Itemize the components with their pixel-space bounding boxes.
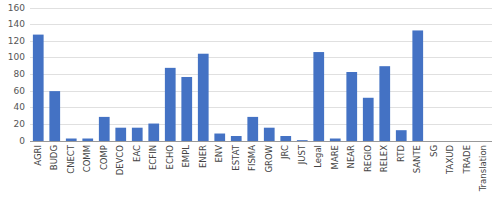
x-tick-label: TRADE (462, 145, 472, 174)
x-tick-label: RELEX (379, 145, 389, 172)
bar (280, 136, 291, 141)
bar (412, 30, 423, 141)
bar (99, 117, 110, 141)
x-tick-label: COMP (99, 145, 109, 170)
x-axis-line (30, 141, 492, 142)
x-axis: AGRI BUDG CNECT COMM COMP DEVCO EAC ECFIN ECHO EM… (33, 144, 489, 192)
x-tick-label: ENV (214, 145, 224, 163)
x-tick-label: BUDG (49, 145, 59, 170)
bar (148, 124, 159, 141)
x-tick-label: TAXUD (445, 145, 455, 175)
bar (33, 35, 44, 141)
bar-chart: 0 20 40 60 80 100 120 140 160 AGRI BUDG CNECT COMM CO… (0, 0, 500, 199)
bar (49, 91, 60, 141)
x-tick-label: COMM (82, 145, 92, 172)
x-tick-label: ENER (198, 145, 208, 168)
grid-line (30, 24, 492, 25)
x-tick-label: NEAR (346, 145, 356, 169)
bar (165, 68, 176, 141)
grid-line (30, 141, 492, 142)
bar (231, 136, 242, 141)
x-tick-label: GROW (264, 144, 274, 172)
x-tick-label: EAC (132, 145, 142, 162)
x-tick-label: RTD (396, 145, 406, 162)
bar (346, 72, 357, 141)
bar (247, 117, 258, 141)
y-tick-label: 160 (8, 3, 25, 13)
bar (313, 52, 324, 141)
y-tick-label: 80 (14, 69, 26, 79)
x-tick-label: CNECT (66, 144, 76, 174)
bar (214, 134, 225, 141)
y-tick-label: 0 (19, 136, 25, 146)
x-tick-label: MARE (330, 145, 340, 169)
y-tick-label: 20 (14, 119, 26, 129)
x-tick-label: DEVCO (115, 145, 125, 176)
bar (379, 66, 390, 141)
y-tick-label: 40 (14, 102, 26, 112)
x-tick-label: ECFIN (148, 145, 158, 170)
chart-container: 0 20 40 60 80 100 120 140 160 AGRI BUDG CNECT COMM CO… (0, 0, 500, 199)
x-tick-label: EMPL (181, 145, 191, 168)
y-grid (30, 8, 492, 141)
y-tick-label: 120 (8, 36, 25, 46)
x-tick-label: SANTE (412, 145, 422, 173)
x-tick-label: Legal (313, 145, 323, 168)
y-axis: 0 20 40 60 80 100 120 140 160 (8, 3, 25, 146)
x-tick-label: FISMA (247, 145, 257, 171)
bar (264, 128, 275, 141)
x-tick-label: ESTAT (231, 144, 241, 170)
x-tick-label: JUST (297, 144, 307, 165)
x-tick-label: Translation (478, 145, 488, 192)
bar (181, 77, 192, 141)
y-tick-label: 100 (8, 52, 25, 62)
x-tick-label: SG (429, 145, 439, 157)
grid-line (30, 8, 492, 9)
x-tick-label: JRC (280, 145, 290, 160)
bar (115, 128, 126, 141)
x-tick-label: ECHO (165, 145, 175, 170)
x-tick-label: REGIO (363, 145, 373, 172)
bars (33, 30, 423, 141)
x-tick-label: AGRI (33, 145, 43, 166)
y-tick-label: 140 (8, 19, 25, 29)
y-tick-label: 60 (14, 86, 26, 96)
bar (198, 54, 209, 141)
bar (396, 130, 407, 141)
bar (363, 98, 374, 141)
bar (132, 128, 143, 141)
